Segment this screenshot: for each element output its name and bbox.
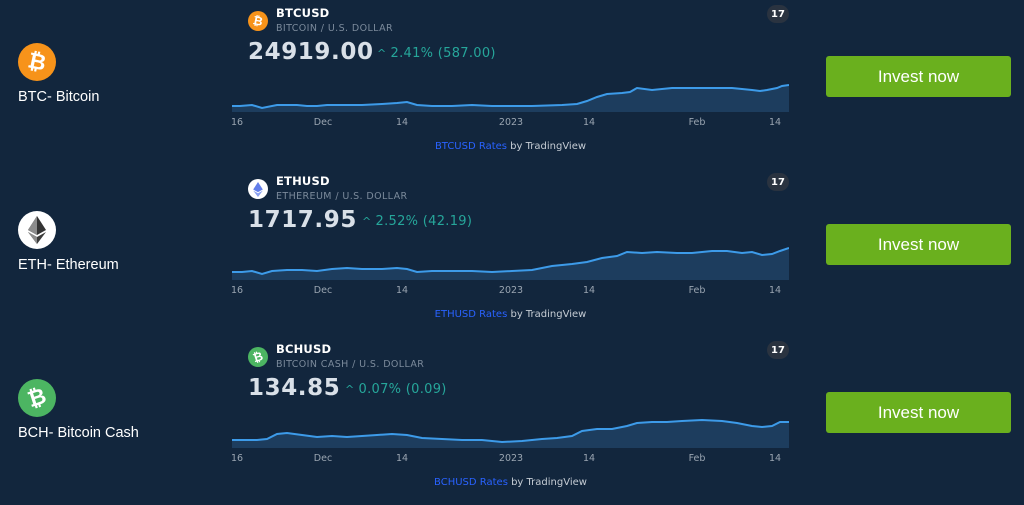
- ticker-widget-bch[interactable]: ₿ BCHUSD BITCOIN CASH / U.S. DOLLAR 17 1…: [230, 336, 789, 504]
- chart-area-fill: [232, 420, 789, 448]
- axis-tick: Feb: [688, 117, 706, 128]
- up-arrow-icon: ^: [377, 47, 387, 60]
- axis-tick: 2023: [498, 285, 524, 296]
- axis-tick: 14: [395, 117, 409, 128]
- attribution: ETHUSD Rates by TradingView: [434, 309, 587, 320]
- axis-tick: 14: [582, 117, 596, 128]
- axis-tick: 14: [582, 285, 596, 296]
- axis-tick: 14: [768, 453, 782, 464]
- bitcoin-icon: ₿: [18, 43, 56, 81]
- ticker-price: 24919.00: [248, 39, 374, 65]
- ethereum-icon: [248, 179, 268, 199]
- price-chart[interactable]: [232, 404, 789, 448]
- axis-tick: 2023: [498, 117, 524, 128]
- price-chart[interactable]: [232, 68, 789, 112]
- axis-tick: 16: [230, 453, 244, 464]
- attribution: BCHUSD Rates by TradingView: [434, 477, 587, 488]
- ticker-description: BITCOIN / U.S. DOLLAR: [276, 23, 393, 34]
- chart-area-fill: [232, 248, 789, 280]
- rates-link[interactable]: BTCUSD Rates: [434, 141, 507, 152]
- coin-row-eth: ETH- Ethereum ETHUSD ETHEREUM / U.S. DOL…: [0, 168, 1024, 336]
- coin-row-btc: ₿ BTC- Bitcoin ₿ BTCUSD BITCOIN / U.S. D…: [0, 0, 1024, 168]
- bitcoin-cash-icon: ₿: [248, 347, 268, 367]
- axis-tick: 14: [395, 285, 409, 296]
- price-chart[interactable]: [232, 236, 789, 280]
- ticker-change: ^ 2.41% (587.00): [377, 46, 496, 61]
- bitcoin-icon: ₿: [248, 11, 268, 31]
- axis-tick: 14: [395, 453, 409, 464]
- axis-tick: 14: [768, 117, 782, 128]
- tradingview-logo-icon[interactable]: 17: [767, 173, 789, 191]
- up-arrow-icon: ^: [345, 383, 355, 396]
- axis-tick: 2023: [498, 453, 524, 464]
- invest-now-button-btc[interactable]: Invest now: [826, 56, 1011, 97]
- coin-label: BTC- Bitcoin: [18, 89, 100, 105]
- up-arrow-icon: ^: [362, 215, 372, 228]
- coin-label: ETH- Ethereum: [18, 257, 119, 273]
- axis-tick: 14: [582, 453, 596, 464]
- ticker-widget-btc[interactable]: ₿ BTCUSD BITCOIN / U.S. DOLLAR 17 24919.…: [230, 0, 789, 168]
- axis-tick: 16: [230, 117, 244, 128]
- rates-link[interactable]: BCHUSD Rates: [434, 477, 508, 488]
- ticker-description: ETHEREUM / U.S. DOLLAR: [276, 191, 408, 202]
- ticker-symbol[interactable]: ETHUSD: [276, 174, 330, 188]
- axis-tick: Feb: [688, 285, 706, 296]
- ticker-symbol[interactable]: BTCUSD: [276, 6, 330, 20]
- tradingview-logo-icon[interactable]: 17: [767, 341, 789, 359]
- axis-tick: 14: [768, 285, 782, 296]
- coin-label: BCH- Bitcoin Cash: [18, 425, 139, 441]
- invest-now-button-bch[interactable]: Invest now: [826, 392, 1011, 433]
- rates-link[interactable]: ETHUSD Rates: [434, 309, 508, 320]
- ticker-change: ^ 2.52% (42.19): [362, 214, 473, 229]
- axis-tick: Dec: [313, 285, 333, 296]
- coin-row-bch: ₿ BCH- Bitcoin Cash ₿ BCHUSD BITCOIN CAS…: [0, 336, 1024, 504]
- ticker-price: 1717.95: [248, 207, 357, 233]
- attribution: BTCUSD Rates by TradingView: [434, 141, 587, 152]
- chart-line: [232, 247, 789, 276]
- bitcoin-cash-icon: ₿: [18, 379, 56, 417]
- ticker-description: BITCOIN CASH / U.S. DOLLAR: [276, 359, 425, 370]
- ticker-widget-eth[interactable]: ETHUSD ETHEREUM / U.S. DOLLAR 17 1717.95…: [230, 168, 789, 336]
- axis-tick: Feb: [688, 453, 706, 464]
- ticker-price: 134.85: [248, 375, 341, 401]
- invest-now-button-eth[interactable]: Invest now: [826, 224, 1011, 265]
- chart-area-fill: [232, 85, 789, 112]
- axis-tick: Dec: [313, 117, 333, 128]
- axis-tick: 16: [230, 285, 244, 296]
- tradingview-logo-icon[interactable]: 17: [767, 5, 789, 23]
- ticker-change: ^ 0.07% (0.09): [345, 382, 447, 397]
- axis-tick: Dec: [313, 453, 333, 464]
- ticker-symbol[interactable]: BCHUSD: [276, 342, 332, 356]
- chart-line: [232, 84, 789, 110]
- chart-line: [232, 418, 789, 444]
- ethereum-icon: [18, 211, 56, 249]
